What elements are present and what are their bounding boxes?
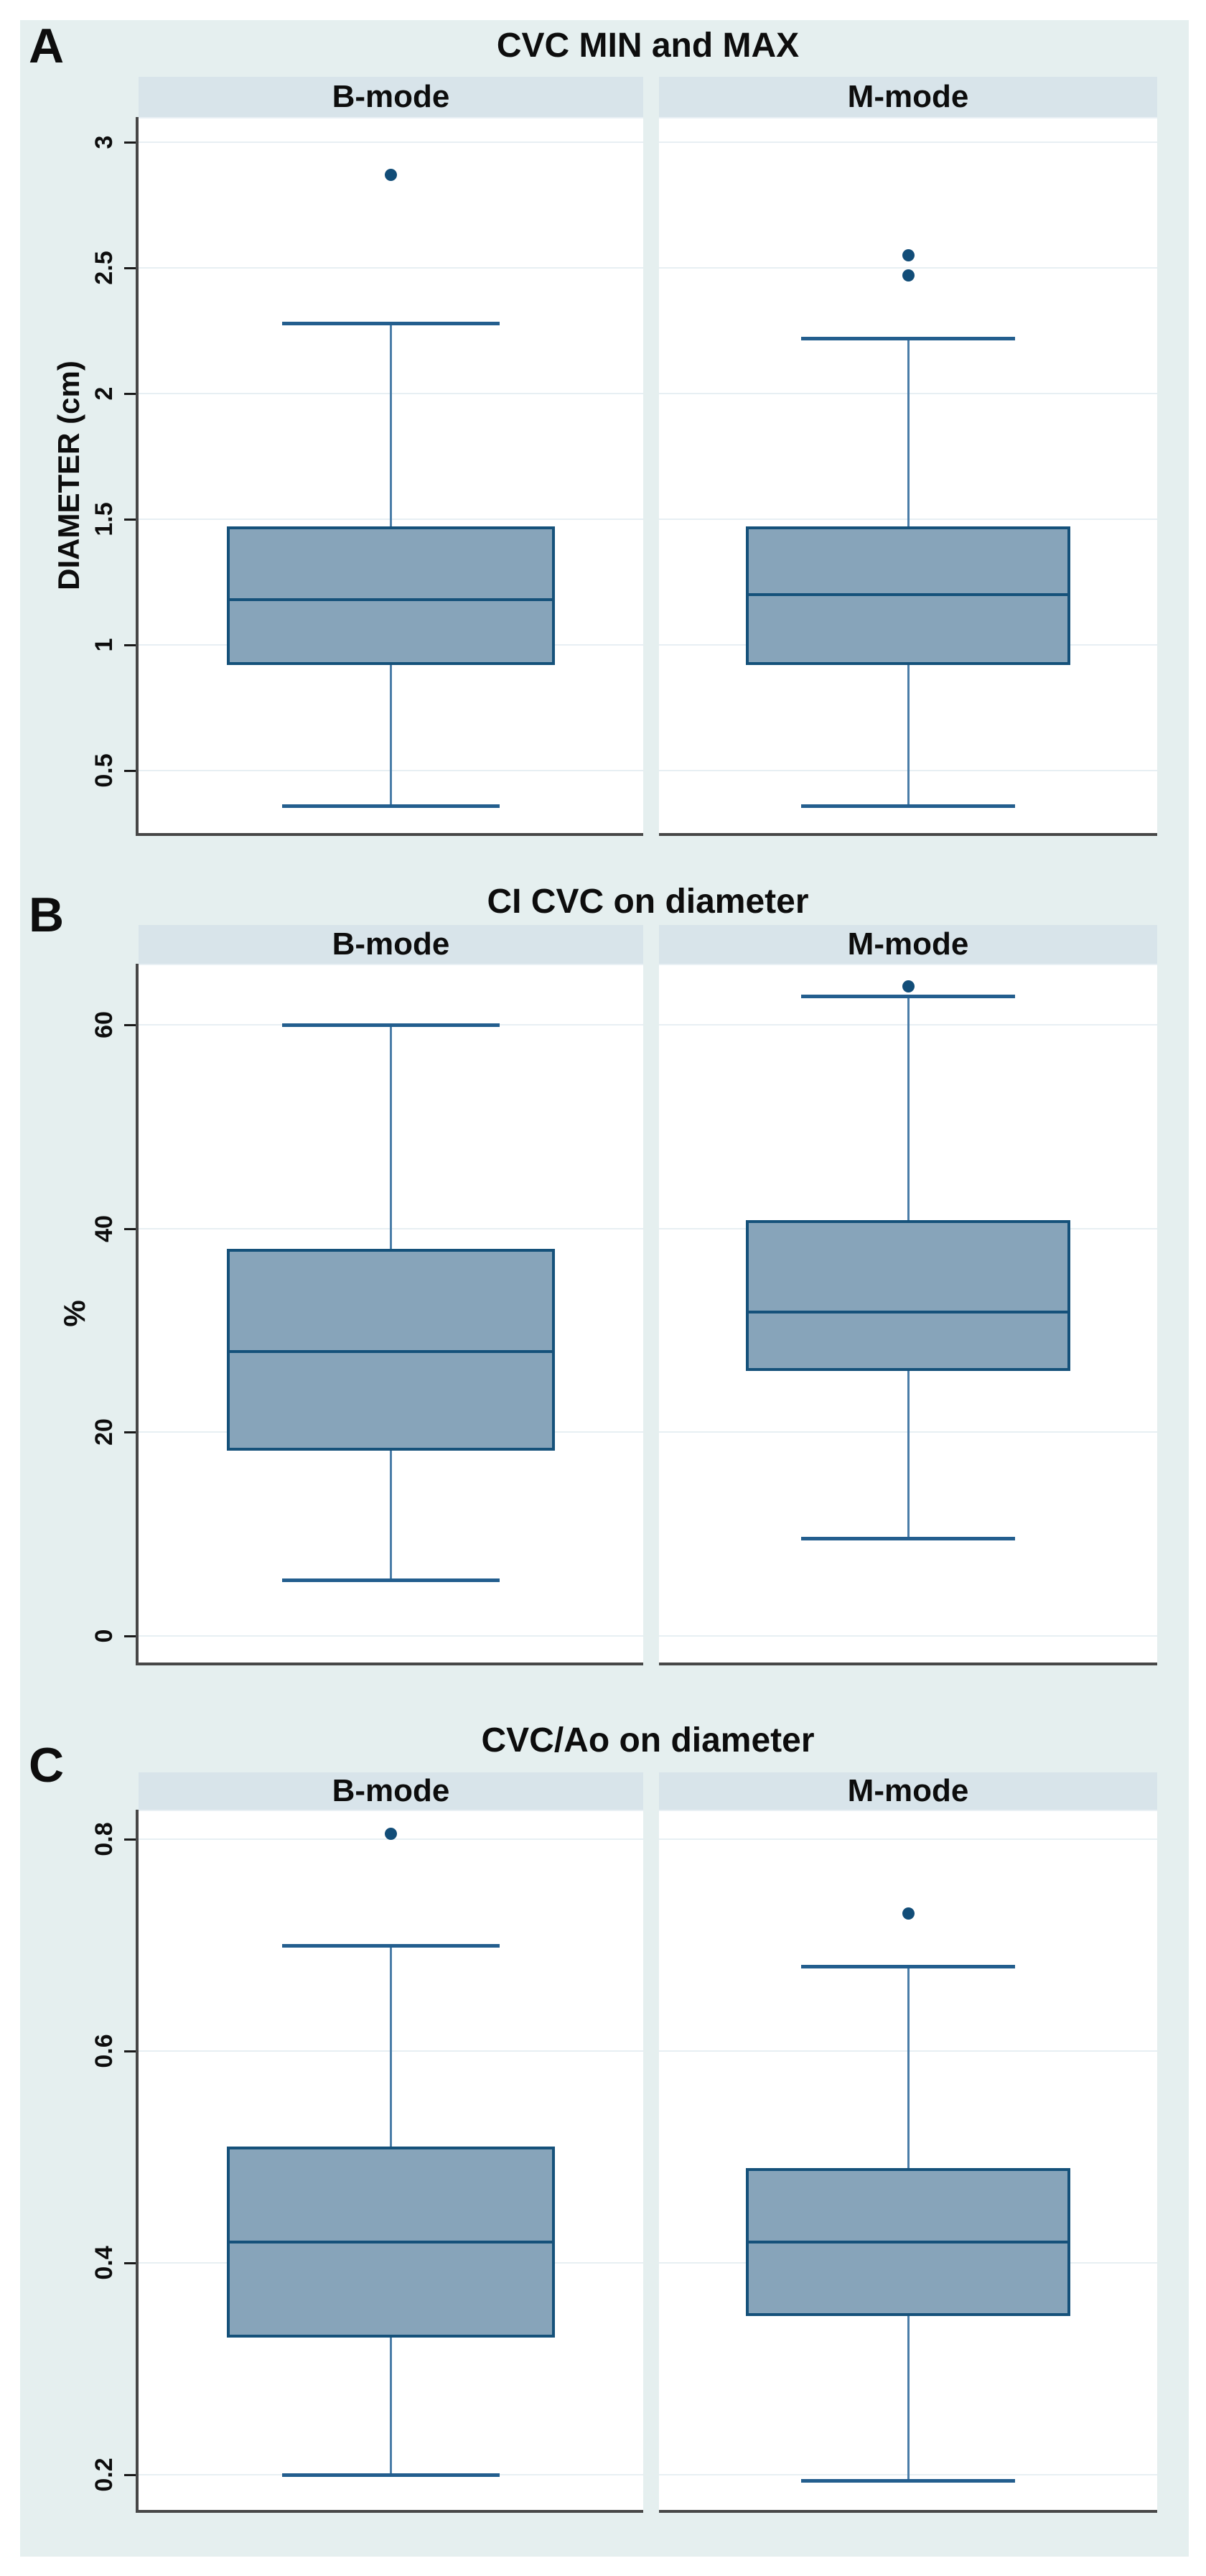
y-axis-title: % (57, 1299, 91, 1327)
y-tick-mark (124, 141, 136, 144)
panel-letter-a: A (29, 19, 65, 73)
lower-whisker-line (390, 1450, 392, 1581)
x-axis-line (136, 2510, 643, 2513)
y-tick-label: 0.4 (90, 2246, 118, 2280)
upper-whisker-line (907, 996, 910, 1221)
gridline (139, 1635, 643, 1637)
outlier-dot (385, 168, 397, 181)
y-axis-line (136, 964, 139, 1665)
y-tick-label: 2.5 (90, 251, 118, 285)
gridline (659, 267, 1157, 269)
gridline (139, 141, 643, 143)
gridline (659, 141, 1157, 143)
upper-whisker-cap (800, 995, 1016, 999)
median-line (227, 597, 555, 601)
gridline (659, 1838, 1157, 1840)
median-line (746, 1311, 1070, 1314)
lower-whisker-line (907, 1371, 910, 1538)
column-header-b-mode: B-mode (139, 1772, 643, 1810)
x-axis-line (659, 833, 1157, 836)
y-tick-label: 0.2 (90, 2458, 118, 2492)
y-tick-mark (124, 267, 136, 269)
y-tick-label: 20 (90, 1418, 118, 1446)
y-tick-label: 40 (90, 1215, 118, 1242)
y-axis-line (136, 1810, 139, 2513)
y-tick-mark (124, 2262, 136, 2264)
lower-whisker-cap (282, 804, 500, 808)
lower-whisker-line (390, 664, 392, 806)
y-tick-mark (124, 1838, 136, 1841)
outlier-dot (902, 248, 915, 261)
y-tick-mark (124, 519, 136, 521)
upper-whisker-line (907, 1966, 910, 2168)
lower-whisker-cap (800, 2478, 1016, 2483)
gridline (659, 1635, 1157, 1637)
y-tick-mark (124, 770, 136, 772)
y-tick-label: 3 (90, 135, 118, 149)
y-tick-mark (124, 1635, 136, 1637)
column-header-m-mode: M-mode (659, 77, 1157, 117)
lower-whisker-cap (800, 804, 1016, 808)
outlier-dot (385, 1828, 397, 1841)
outlier-dot (902, 1907, 915, 1920)
upper-whisker-line (390, 1025, 392, 1250)
x-axis-line (659, 2510, 1157, 2513)
y-tick-label: 0.6 (90, 2034, 118, 2068)
lower-whisker-cap (800, 1536, 1016, 1540)
upper-whisker-line (907, 338, 910, 527)
x-axis-line (659, 1663, 1157, 1665)
y-tick-label: 0.5 (90, 753, 118, 788)
y-tick-mark (124, 644, 136, 646)
y-tick-mark (124, 1431, 136, 1433)
outlier-dot (902, 980, 915, 992)
upper-whisker-cap (800, 336, 1016, 340)
y-tick-label: 0 (90, 1629, 118, 1643)
panel-letter-b: B (29, 888, 65, 942)
lower-whisker-line (907, 664, 910, 806)
gridline (139, 267, 643, 269)
upper-whisker-cap (800, 1965, 1016, 1969)
x-axis-line (136, 1663, 643, 1665)
upper-whisker-line (390, 322, 392, 527)
y-tick-label: 0.8 (90, 1822, 118, 1856)
panel-title: CVC MIN and MAX (496, 27, 800, 65)
panel-title: CVC/Ao on diameter (481, 1721, 815, 1759)
y-axis-line (136, 117, 139, 836)
panel-letter-c: C (29, 1738, 65, 1792)
upper-whisker-cap (282, 321, 500, 325)
box-iqr (227, 1249, 555, 1451)
outlier-dot (902, 269, 915, 282)
median-line (746, 2240, 1070, 2243)
y-tick-mark (124, 2474, 136, 2476)
y-tick-mark (124, 1228, 136, 1230)
column-header-m-mode: M-mode (659, 1772, 1157, 1810)
median-line (227, 2240, 555, 2243)
column-header-b-mode: B-mode (139, 77, 643, 117)
lower-whisker-line (390, 2337, 392, 2475)
y-tick-label: 1.5 (90, 502, 118, 536)
y-tick-label: 1 (90, 638, 118, 652)
y-tick-label: 2 (90, 386, 118, 401)
y-tick-mark (124, 2050, 136, 2052)
upper-whisker-cap (282, 1943, 500, 1948)
column-header-b-mode: B-mode (139, 925, 643, 964)
median-line (227, 1350, 555, 1354)
panel-title: CI CVC on diameter (487, 883, 809, 921)
lower-whisker-cap (282, 2473, 500, 2478)
lower-whisker-line (907, 2316, 910, 2480)
column-header-m-mode: M-mode (659, 925, 1157, 964)
upper-whisker-cap (282, 1023, 500, 1028)
y-tick-mark (124, 393, 136, 395)
upper-whisker-line (390, 1945, 392, 2147)
box-iqr (227, 526, 555, 665)
x-axis-line (136, 833, 643, 836)
median-line (746, 592, 1070, 596)
lower-whisker-cap (282, 1578, 500, 1583)
y-axis-title: DIAMETER (cm) (52, 360, 85, 590)
y-tick-label: 60 (90, 1011, 118, 1038)
box-iqr (746, 1220, 1070, 1372)
y-tick-mark (124, 1024, 136, 1026)
